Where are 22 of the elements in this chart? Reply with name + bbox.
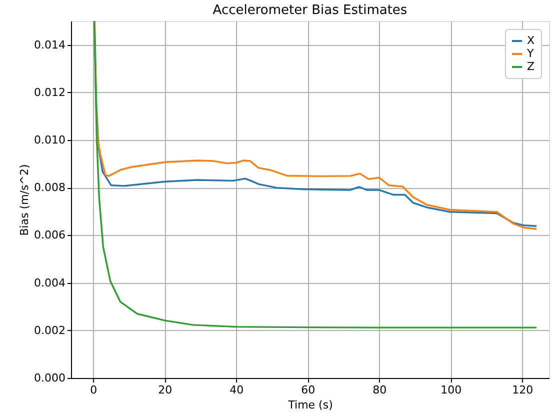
legend-label: X — [527, 34, 535, 47]
x-axis-title: Time (s) — [287, 398, 333, 412]
x-tick-label: 40 — [230, 384, 244, 396]
y-tick-label: 0.012 — [34, 86, 66, 99]
chart-title: Accelerometer Bias Estimates — [212, 3, 408, 18]
x-tick-label: 20 — [158, 384, 172, 396]
line-series — [93, 21, 538, 328]
legend-label: Z — [527, 60, 535, 73]
y-tick-label: 0.004 — [34, 276, 66, 290]
y-tick-label: 0.006 — [34, 228, 66, 242]
legend-label: Y — [526, 47, 534, 60]
y-tick-label: 0.010 — [34, 134, 66, 146]
y-axis-title: Bias (m/s^2) — [18, 164, 32, 236]
y-tick-label: 0.014 — [34, 38, 66, 52]
x-tick-label: 100 — [440, 384, 462, 396]
y-tick-label: 0.002 — [34, 324, 66, 337]
y-tick-label: 0.008 — [34, 181, 66, 194]
x-tick-label: 0 — [90, 384, 98, 396]
x-tick-label: 80 — [372, 384, 387, 396]
x-tick-label: 60 — [301, 384, 316, 396]
y-tick-label: 0.000 — [34, 372, 66, 384]
x-tick-label: 120 — [512, 384, 534, 396]
